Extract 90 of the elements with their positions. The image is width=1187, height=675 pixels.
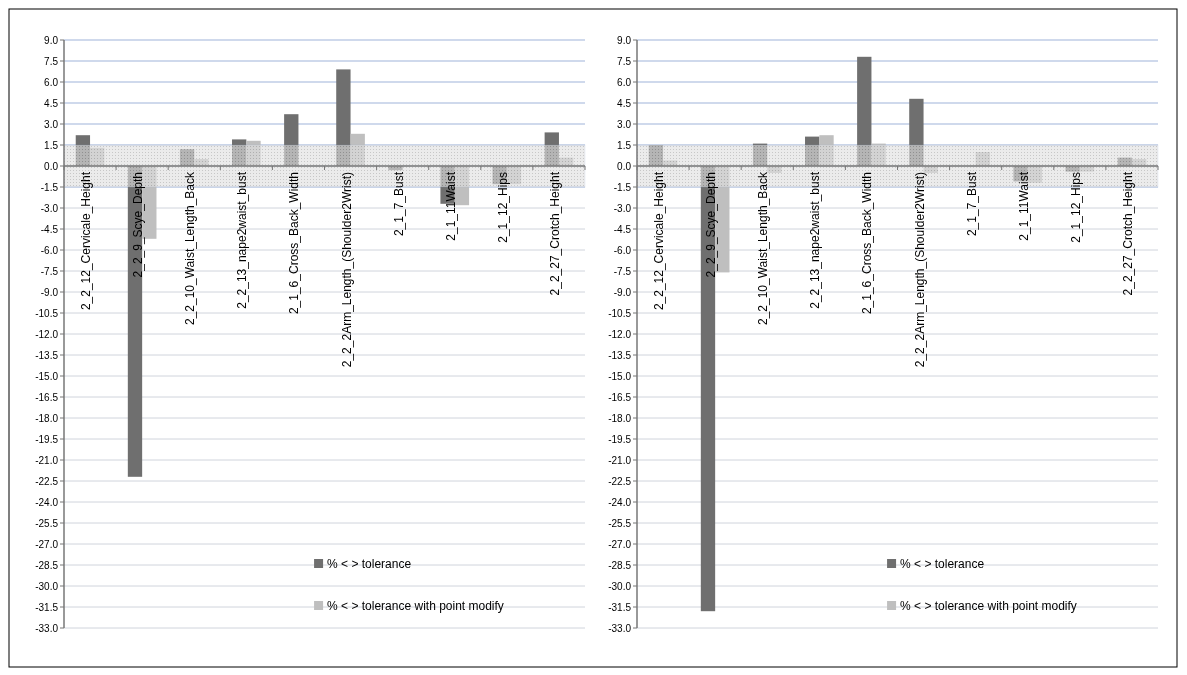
y-tick-label: 0.0 [617,160,632,172]
bar [975,152,990,166]
x-tick-label: 2_2_27_Crotch_Height [1120,171,1135,296]
bar [819,135,834,166]
y-tick-label: 3.0 [44,118,59,130]
y-tick-label: -16.5 [35,391,59,403]
y-tick-label: -19.5 [608,433,632,445]
x-tick-label: 2_2_10_Waist_Length_Back [183,171,198,325]
y-tick-label: -7.5 [40,265,59,277]
x-tick-label: 2_2_13_nape2waist_bust [235,171,250,309]
y-tick-label: -6.0 [613,244,632,256]
x-tick-label: 2_2_2Arm_Length_(Shoulder2Wrist) [339,172,354,368]
y-tick-label: -18.0 [608,412,632,424]
y-tick-label: 4.5 [617,97,632,109]
y-tick-label: -12.0 [35,328,59,340]
x-tick-label: 2_2_10_Waist_Length_Back [756,171,771,325]
legend-label: % < > tolerance [327,557,412,572]
bar [90,147,105,166]
y-tick-label: -7.5 [613,265,632,277]
y-tick-label: 0.0 [44,160,59,172]
bar [350,133,365,166]
y-tick-label: 7.5 [44,55,59,67]
y-tick-label: -33.0 [35,622,59,634]
x-tick-label: 2_1_7_Bust [391,171,406,237]
x-tick-label: 2_2_27_Crotch_Height [547,171,562,296]
y-tick-label: -28.5 [608,559,632,571]
y-tick-label: -13.5 [608,349,632,361]
y-tick-label: 1.5 [617,139,632,151]
y-tick-label: 6.0 [44,76,59,88]
y-tick-label: -4.5 [40,223,59,235]
y-tick-label: -31.5 [608,601,632,613]
y-tick-label: -19.5 [35,433,59,445]
y-tick-label: -27.0 [608,538,632,550]
y-tick-label: -31.5 [35,601,59,613]
y-tick-label: -22.5 [608,475,632,487]
y-tick-label: -25.5 [35,517,59,529]
y-tick-label: -33.0 [608,622,632,634]
y-tick-label: -12.0 [608,328,632,340]
x-tick-label: 2_1_12_Hips [495,172,510,243]
y-tick-label: -4.5 [613,223,632,235]
y-tick-label: -1.5 [40,181,59,193]
x-tick-label: 2_1_11Waist [443,171,458,241]
y-tick-label: 4.5 [44,97,59,109]
bar [767,166,782,173]
y-tick-label: -21.0 [608,454,632,466]
x-tick-label: 2_1_6_Cross_Back_Width [860,172,875,315]
y-tick-label: 1.5 [44,139,59,151]
y-tick-label: -1.5 [613,181,632,193]
legend-label: % < > tolerance with point modify [327,599,504,614]
y-tick-label: 3.0 [617,118,632,130]
y-tick-label: -24.0 [608,496,632,508]
y-tick-label: -16.5 [608,391,632,403]
x-tick-label: 2_1_7_Bust [964,171,979,237]
y-tick-label: -22.5 [35,475,59,487]
x-tick-label: 2_2_2Arm_Length_(Shoulder2Wrist) [912,172,927,368]
y-tick-label: -25.5 [608,517,632,529]
y-tick-label: -21.0 [35,454,59,466]
y-tick-label: -3.0 [613,202,632,214]
x-tick-label: 2_2_12_Cervicale_Height [79,171,94,311]
y-tick-label: -13.5 [35,349,59,361]
y-tick-label: -27.0 [35,538,59,550]
x-tick-label: 2_2_13_nape2waist_bust [808,171,823,309]
y-tick-label: 9.0 [44,34,59,46]
legend-label: % < > tolerance with point modify [900,599,1077,614]
x-tick-label: 2_2_9_Scye_Depth [704,172,719,278]
x-tick-label: 2_1_12_Hips [1068,172,1083,243]
bar [194,159,209,166]
y-tick-label: -9.0 [613,286,632,298]
y-tick-label: -10.5 [35,307,59,319]
x-tick-label: 2_1_6_Cross_Back_Width [287,172,302,315]
legend-label: % < > tolerance [900,557,985,572]
y-tick-label: 9.0 [617,34,632,46]
y-tick-label: 7.5 [617,55,632,67]
y-tick-label: 6.0 [617,76,632,88]
y-tick-label: -28.5 [35,559,59,571]
y-tick-label: -15.0 [35,370,59,382]
y-tick-label: -18.0 [35,412,59,424]
bar [871,143,886,166]
y-tick-label: -15.0 [608,370,632,382]
bar [246,140,261,166]
y-tick-label: -24.0 [35,496,59,508]
x-tick-label: 2_1_11Waist [1016,171,1031,241]
x-tick-label: 2_2_9_Scye_Depth [131,172,146,278]
y-tick-label: -9.0 [40,286,59,298]
y-tick-label: -6.0 [40,244,59,256]
y-tick-label: -30.0 [35,580,59,592]
x-tick-label: 2_2_12_Cervicale_Height [652,171,667,311]
y-tick-label: -3.0 [40,202,59,214]
y-tick-label: -10.5 [608,307,632,319]
y-tick-label: -30.0 [608,580,632,592]
